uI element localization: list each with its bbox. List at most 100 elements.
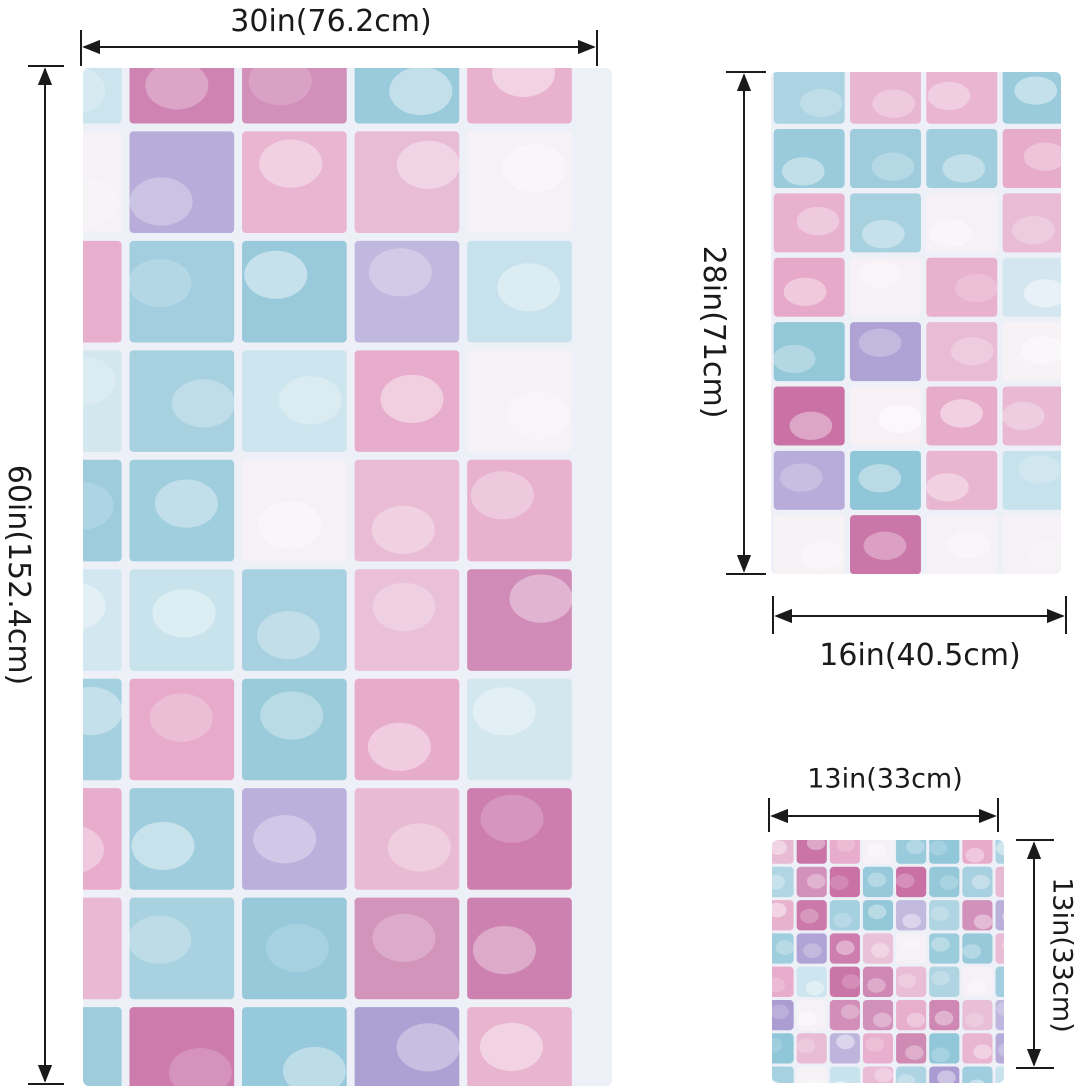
- tile: [995, 1066, 1004, 1083]
- tile: [242, 131, 347, 233]
- tile: [83, 131, 122, 233]
- tile: [962, 900, 993, 931]
- tile: [962, 933, 993, 964]
- tile: [242, 1007, 347, 1086]
- tile: [772, 966, 794, 997]
- tile: [129, 131, 235, 233]
- tile: [242, 678, 347, 781]
- tile: [995, 966, 1004, 997]
- tile: [773, 257, 845, 317]
- tile: [83, 459, 122, 562]
- tile: [926, 257, 998, 317]
- tile: [467, 569, 572, 671]
- tile: [773, 386, 845, 446]
- tile: [862, 840, 894, 864]
- tile: [773, 515, 845, 574]
- tile: [242, 897, 347, 1000]
- tile: [896, 999, 927, 1031]
- tile: [829, 1033, 860, 1064]
- tile: [929, 999, 960, 1031]
- tile: [849, 193, 921, 253]
- tile: [83, 1007, 122, 1086]
- tile: [773, 193, 845, 253]
- tile: [896, 966, 927, 997]
- tile: [242, 569, 347, 671]
- tile: [849, 450, 921, 510]
- tile: [929, 840, 960, 864]
- tile: [995, 900, 1004, 931]
- tile: [926, 193, 998, 253]
- tile: [1002, 193, 1061, 253]
- tile: [896, 933, 927, 964]
- tile: [129, 678, 235, 781]
- tile: [1002, 257, 1061, 317]
- tile: [926, 515, 998, 574]
- tile: [773, 322, 845, 382]
- tile: [849, 257, 921, 317]
- tile: [829, 840, 860, 864]
- tile: [772, 999, 794, 1031]
- washcloth-width-label: 13in(33cm): [807, 763, 963, 795]
- tile: [467, 68, 572, 124]
- tile: [849, 129, 921, 189]
- tile: [929, 1033, 960, 1064]
- tile: [995, 1033, 1004, 1064]
- hand-towel-height-label: 28in(71cm): [696, 245, 731, 419]
- tile: [995, 933, 1004, 964]
- tile: [796, 933, 827, 964]
- bath-towel-width-label: 30in(76.2cm): [230, 4, 432, 39]
- tile: [772, 866, 794, 898]
- washcloth-height-label: 13in(33cm): [1046, 877, 1078, 1033]
- tile: [83, 240, 122, 343]
- tile: [354, 350, 460, 452]
- tile: [862, 1033, 894, 1064]
- tile: [773, 129, 845, 189]
- tile: [1002, 450, 1061, 510]
- tile: [995, 840, 1004, 864]
- tile: [129, 68, 235, 124]
- tile: [1002, 386, 1061, 446]
- tile: [796, 866, 827, 898]
- tile: [926, 129, 998, 189]
- tile: [862, 933, 894, 964]
- tile: [129, 1007, 235, 1086]
- tile: [862, 900, 894, 931]
- tile: [926, 322, 998, 382]
- tile: [354, 131, 460, 233]
- tile: [896, 1033, 927, 1064]
- tile: [772, 1033, 794, 1064]
- hand-towel-image: [771, 72, 1061, 574]
- tile: [354, 569, 460, 671]
- tile: [896, 900, 927, 931]
- tile: [129, 897, 235, 1000]
- tile: [773, 450, 845, 510]
- tile: [896, 840, 927, 864]
- tile: [467, 350, 572, 452]
- tile: [467, 1007, 572, 1086]
- tile: [242, 788, 347, 890]
- tile: [467, 678, 572, 781]
- tile: [962, 966, 993, 997]
- tile: [929, 900, 960, 931]
- tile: [796, 900, 827, 931]
- tile: [129, 569, 235, 671]
- tile: [83, 569, 122, 671]
- tile: [896, 1066, 927, 1083]
- tile: [896, 866, 927, 898]
- tile: [862, 999, 894, 1031]
- tile: [467, 788, 572, 890]
- tile: [829, 1066, 860, 1083]
- tile: [354, 678, 460, 781]
- tile: [354, 897, 460, 1000]
- tile: [926, 450, 998, 510]
- tile: [83, 350, 122, 452]
- tile: [829, 866, 860, 898]
- tile: [849, 386, 921, 446]
- tile: [467, 897, 572, 1000]
- tile: [1002, 129, 1061, 189]
- tile: [83, 788, 122, 890]
- tile: [772, 933, 794, 964]
- tile: [83, 68, 122, 124]
- tile: [962, 1033, 993, 1064]
- tile: [242, 350, 347, 452]
